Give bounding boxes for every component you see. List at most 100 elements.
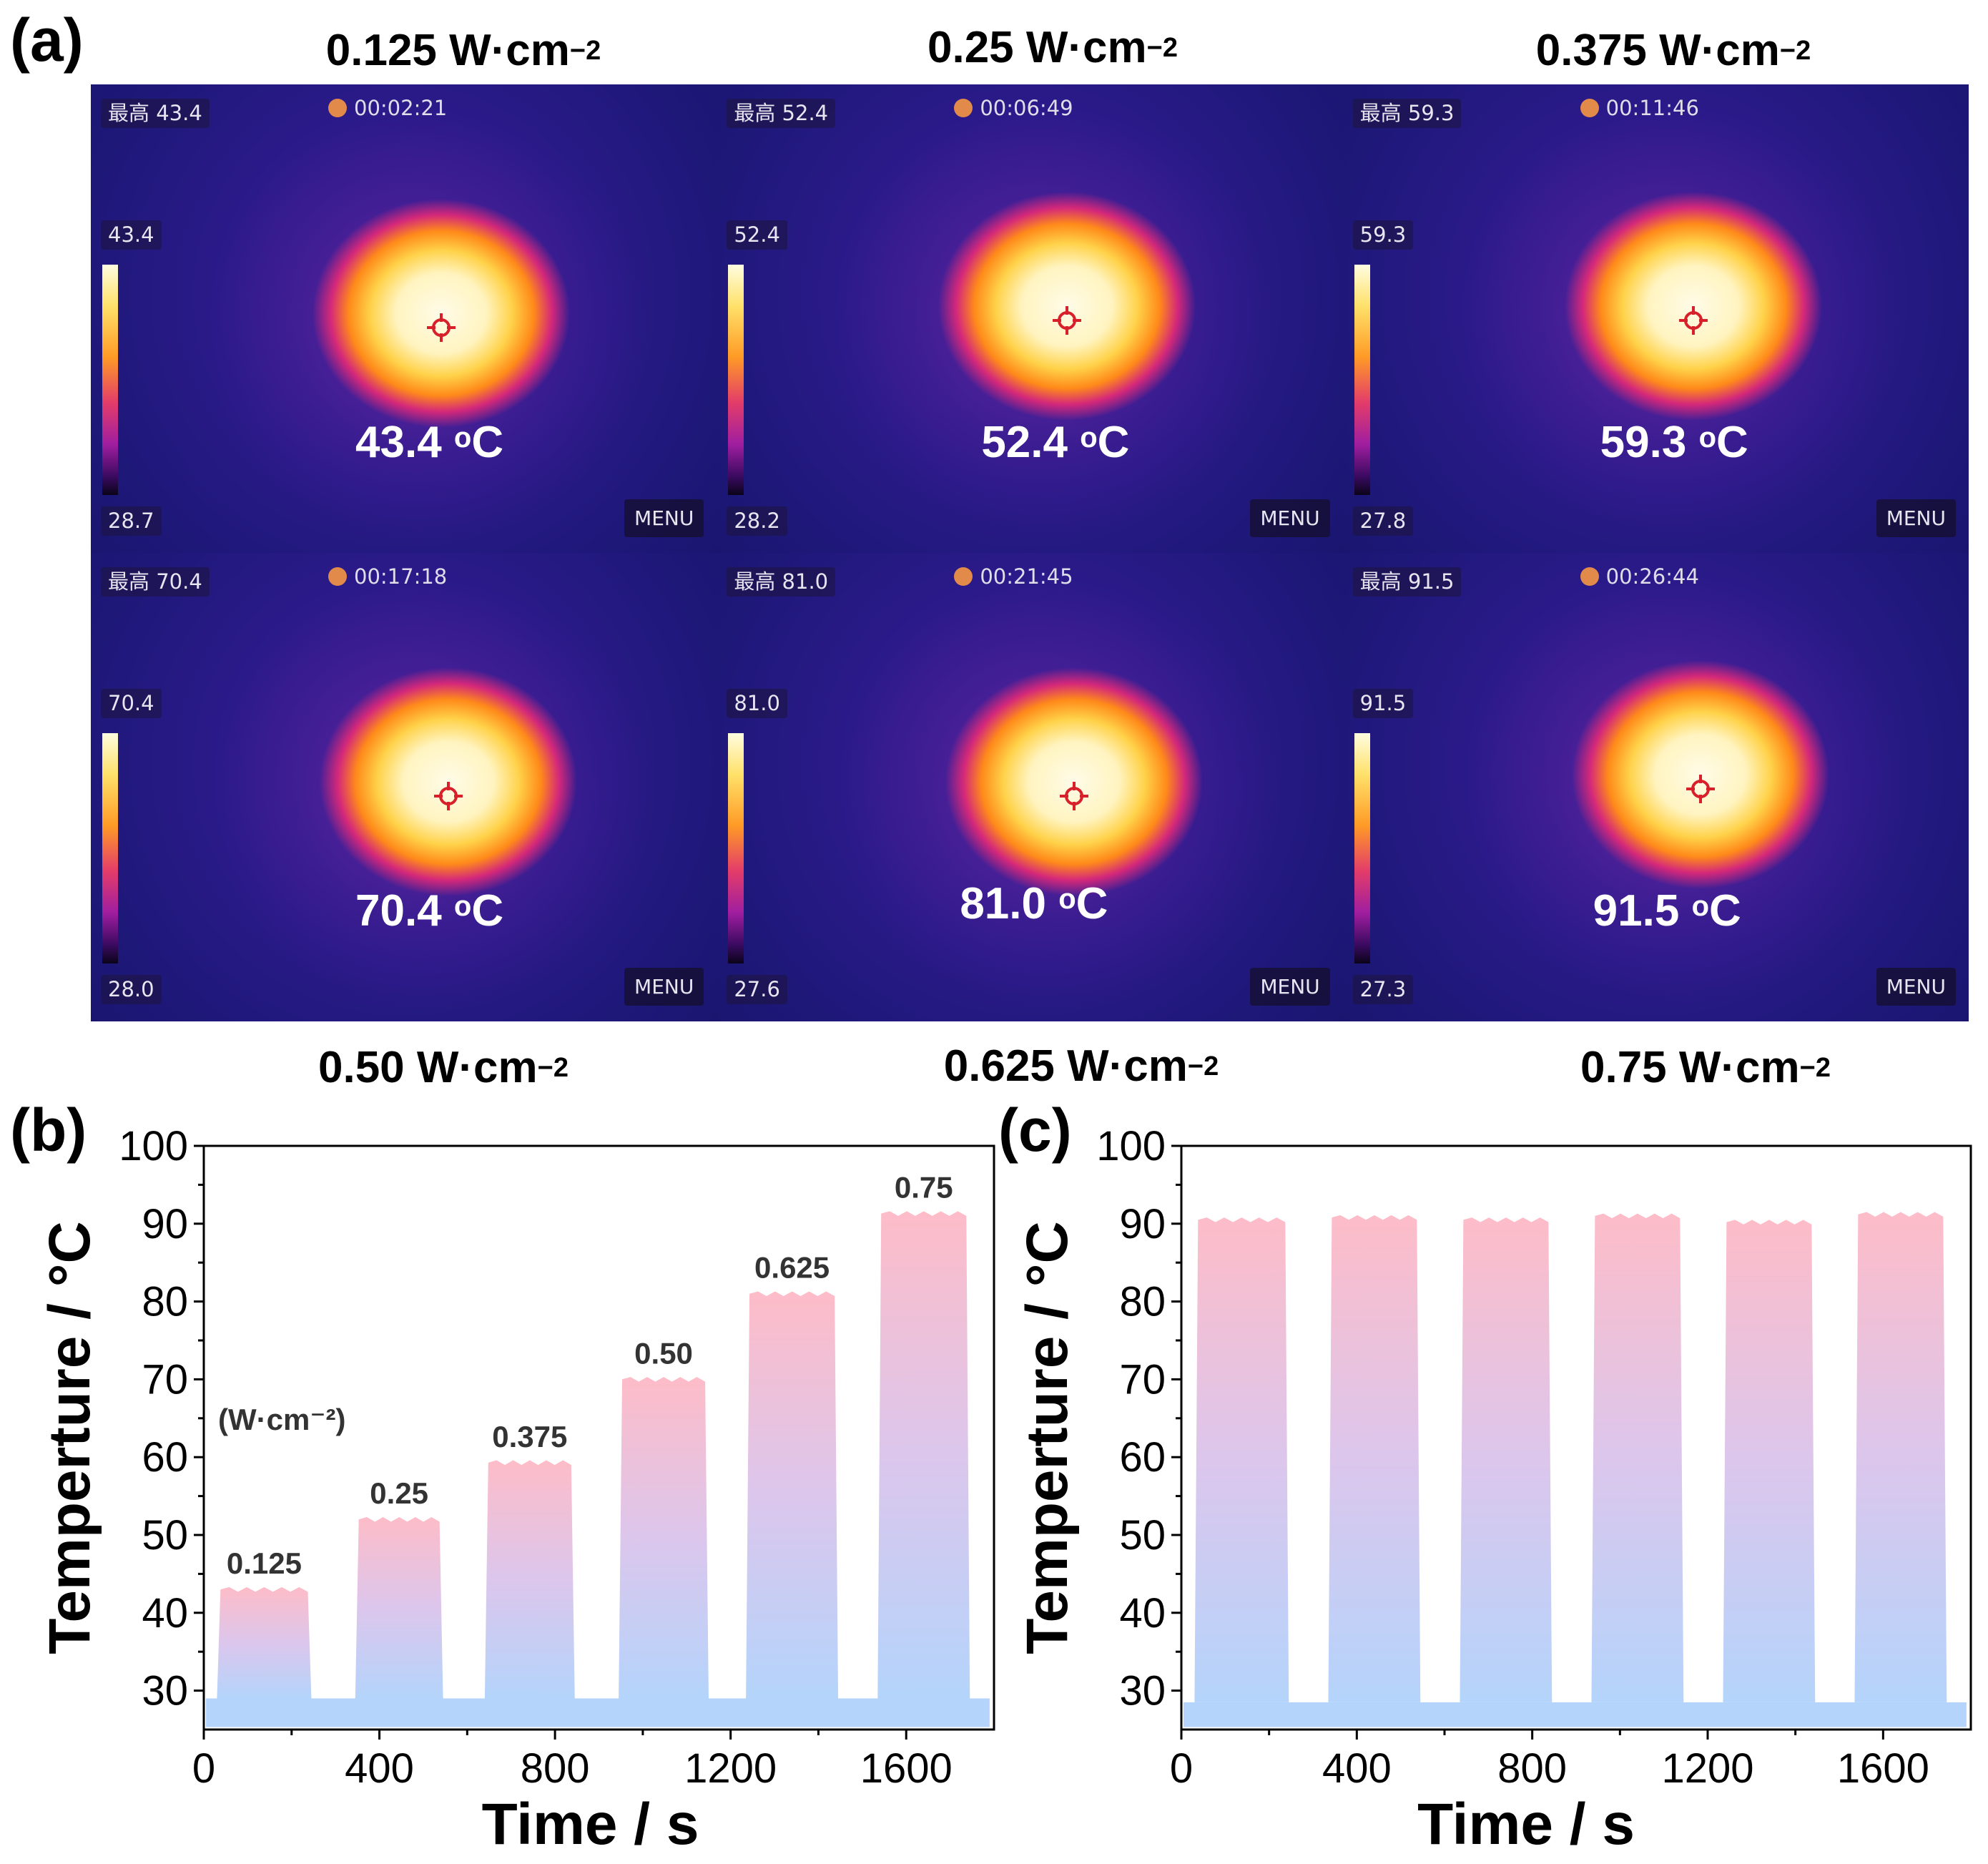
crosshair-icon bbox=[1678, 306, 1708, 335]
scale-min-label: 28.7 bbox=[101, 506, 162, 536]
color-scale-bar bbox=[728, 265, 744, 495]
y-tick-label: 100 bbox=[1096, 1123, 1166, 1169]
y-tick-label: 40 bbox=[1119, 1590, 1166, 1637]
recording-time: 00:02:21 bbox=[328, 96, 447, 120]
recording-time-text: 00:02:21 bbox=[354, 96, 448, 120]
x-tick-label: 1200 bbox=[1661, 1745, 1753, 1792]
record-dot-icon bbox=[954, 567, 973, 586]
y-tick-label: 60 bbox=[1119, 1434, 1166, 1481]
degree-symbol: o bbox=[453, 891, 472, 922]
y-tick-label: 30 bbox=[142, 1668, 188, 1715]
y-tick-label: 80 bbox=[1119, 1279, 1166, 1325]
pulse-power-label: 0.50 bbox=[634, 1336, 693, 1370]
power-density-label: 0.625 W·cm−2 bbox=[831, 1044, 1332, 1089]
max-temp-readout: 最高 91.5 bbox=[1352, 567, 1462, 597]
temperature-pulse-area bbox=[1460, 1217, 1552, 1702]
record-dot-icon bbox=[954, 99, 973, 117]
power-unit: W·cm bbox=[1678, 1043, 1800, 1092]
crosshair-icon bbox=[434, 782, 463, 810]
peak-temperature-value: 91.5 bbox=[1593, 886, 1692, 936]
power-unit: W·cm bbox=[449, 26, 570, 75]
scale-max-label: 52.4 bbox=[727, 220, 787, 250]
baseline-area bbox=[1184, 1702, 1967, 1727]
x-tick-label: 1600 bbox=[1837, 1745, 1929, 1792]
temperature-pulse-area bbox=[1194, 1217, 1289, 1702]
recording-time: 00:21:45 bbox=[954, 564, 1073, 589]
temperature-unit: C bbox=[1076, 879, 1108, 928]
peak-temperature-label: 81.0 oC bbox=[960, 882, 1108, 926]
record-dot-icon bbox=[328, 567, 347, 586]
degree-symbol: o bbox=[453, 422, 472, 453]
y-axis-label: Temperture / °C bbox=[1015, 1221, 1080, 1654]
temperature-pulse-area bbox=[217, 1586, 312, 1699]
degree-symbol: o bbox=[1080, 422, 1098, 453]
x-axis-label: Time / s bbox=[1417, 1792, 1635, 1857]
record-dot-icon bbox=[1580, 99, 1599, 117]
peak-temperature-label: 91.5 oC bbox=[1593, 889, 1741, 933]
scale-min-label: 28.2 bbox=[727, 506, 787, 536]
temperature-pulse-area bbox=[877, 1211, 970, 1699]
peak-temperature-value: 52.4 bbox=[981, 418, 1081, 467]
thermal-image: 最高 59.3 59.3 27.8 MENU 00:11:46 59.3 oC bbox=[1342, 84, 1969, 553]
menu-button[interactable]: MENU bbox=[1250, 499, 1330, 537]
recording-time: 00:17:18 bbox=[328, 564, 447, 589]
power-value: 0.375 bbox=[1535, 26, 1660, 75]
y-tick-label: 70 bbox=[1119, 1356, 1166, 1403]
max-temp-readout: 最高 43.4 bbox=[101, 99, 210, 128]
chart-c: 30 40 50 60 70 80 90 100 0 400 800 1200 1600 Time / s… bbox=[1015, 1123, 1972, 1857]
recording-time-text: 00:11:46 bbox=[1605, 96, 1699, 120]
temperature-pulse-area bbox=[746, 1291, 839, 1699]
power-value: 0.125 bbox=[325, 26, 450, 75]
peak-temperature-label: 70.4 oC bbox=[355, 889, 503, 933]
power-unit-exponent: −2 bbox=[1146, 33, 1178, 63]
power-value: 0.25 bbox=[927, 23, 1026, 72]
power-unit-exponent: −2 bbox=[569, 36, 601, 66]
chart-b: 30 40 50 60 70 80 90 100 0 400 800 1200 1600 Time / s… bbox=[37, 1123, 995, 1857]
pulse-power-label: 0.75 bbox=[895, 1171, 953, 1205]
x-tick-label: 0 bbox=[192, 1745, 215, 1792]
max-temp-readout: 最高 81.0 bbox=[727, 567, 836, 597]
menu-button[interactable]: MENU bbox=[624, 499, 704, 537]
power-unit-annotation: (W·cm⁻²) bbox=[218, 1403, 345, 1436]
power-density-label: 0.50 W·cm−2 bbox=[193, 1046, 694, 1090]
peak-temperature-label: 52.4 oC bbox=[981, 421, 1129, 465]
menu-button[interactable]: MENU bbox=[1876, 968, 1956, 1006]
menu-button[interactable]: MENU bbox=[1250, 968, 1330, 1006]
power-unit: W·cm bbox=[1067, 1041, 1188, 1091]
record-dot-icon bbox=[1580, 567, 1599, 586]
x-tick-label: 400 bbox=[1322, 1745, 1392, 1792]
power-density-label: 0.25 W·cm−2 bbox=[802, 26, 1303, 70]
color-scale-bar bbox=[102, 265, 118, 495]
power-unit: W·cm bbox=[416, 1043, 538, 1092]
x-axis-label: Time / s bbox=[482, 1792, 699, 1857]
scale-min-label: 27.3 bbox=[1352, 975, 1414, 1004]
temperature-pulse-area bbox=[619, 1377, 709, 1699]
scale-max-label: 43.4 bbox=[101, 220, 162, 250]
y-tick-label: 50 bbox=[1119, 1512, 1166, 1559]
crosshair-icon bbox=[1053, 306, 1082, 335]
peak-temperature-value: 59.3 bbox=[1600, 418, 1699, 467]
power-density-label: 0.375 W·cm−2 bbox=[1423, 29, 1924, 73]
y-tick-label: 60 bbox=[142, 1434, 188, 1481]
scale-max-label: 91.5 bbox=[1352, 689, 1414, 718]
peak-temperature-value: 81.0 bbox=[960, 879, 1059, 928]
y-tick-label: 50 bbox=[142, 1512, 188, 1559]
color-scale-bar bbox=[1354, 265, 1370, 495]
temperature-pulse-area bbox=[1591, 1213, 1684, 1702]
thermal-image: 最高 70.4 70.4 28.0 MENU 00:17:18 70.4 oC bbox=[91, 553, 717, 1021]
panel-b-label: (b) bbox=[10, 1097, 87, 1164]
scale-max-label: 59.3 bbox=[1352, 220, 1414, 250]
scale-min-label: 27.6 bbox=[727, 975, 787, 1004]
recording-time-text: 00:21:45 bbox=[980, 564, 1073, 589]
recording-time-text: 00:17:18 bbox=[354, 564, 448, 589]
menu-button[interactable]: MENU bbox=[1876, 499, 1956, 537]
x-tick-label: 1200 bbox=[684, 1745, 777, 1792]
temperature-pulse-area bbox=[1723, 1220, 1816, 1702]
power-density-label: 0.125 W·cm−2 bbox=[213, 29, 714, 73]
max-temp-readout: 最高 52.4 bbox=[727, 99, 836, 128]
menu-button[interactable]: MENU bbox=[624, 968, 704, 1006]
temperature-pulse-area bbox=[355, 1516, 443, 1699]
thermal-image: 最高 91.5 91.5 27.3 MENU 00:26:44 91.5 oC bbox=[1342, 553, 1969, 1021]
y-tick-label: 70 bbox=[142, 1356, 188, 1403]
peak-temperature-label: 59.3 oC bbox=[1600, 421, 1748, 465]
